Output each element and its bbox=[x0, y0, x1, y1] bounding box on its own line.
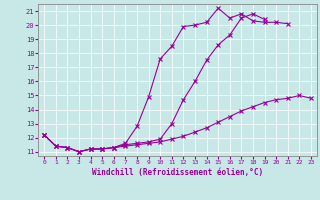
X-axis label: Windchill (Refroidissement éolien,°C): Windchill (Refroidissement éolien,°C) bbox=[92, 168, 263, 177]
